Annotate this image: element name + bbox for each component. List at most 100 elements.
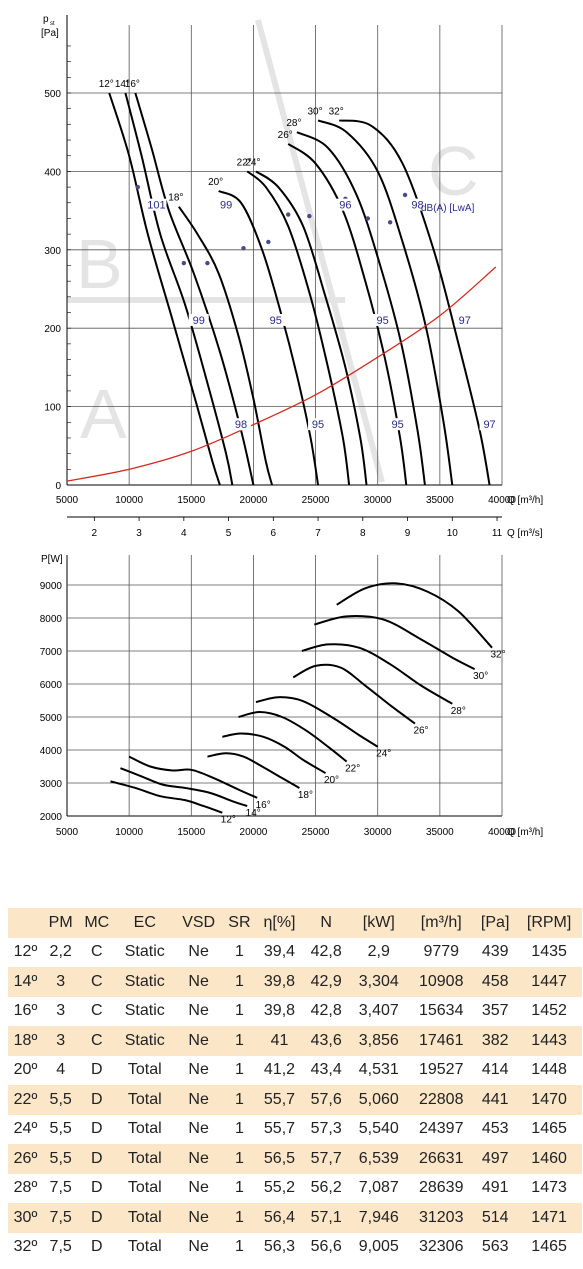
series-label: 32° bbox=[329, 106, 344, 117]
noise-label-bg bbox=[479, 418, 500, 431]
x-tick-label: 35000 bbox=[426, 495, 454, 506]
table-cell: 5,5 bbox=[49, 1120, 72, 1138]
x-tick-label: 40000 bbox=[488, 495, 516, 506]
table-cell: Total bbox=[127, 1238, 162, 1256]
table-cell: 7,5 bbox=[42, 1203, 79, 1233]
table-cell: 1471 bbox=[516, 1203, 582, 1233]
noise-marker bbox=[307, 213, 312, 219]
table-header-cell: [RPM] bbox=[516, 908, 582, 938]
table-cell: Total bbox=[115, 1085, 175, 1115]
table-cell: C bbox=[91, 1002, 103, 1020]
y-tick-label: 400 bbox=[44, 167, 61, 178]
series-label: 22° bbox=[345, 764, 360, 775]
noise-marker bbox=[241, 246, 246, 251]
table-header-cell: PM bbox=[42, 908, 79, 938]
y-tick-label: 200 bbox=[44, 324, 61, 335]
table-cell: 5,5 bbox=[42, 1085, 79, 1115]
table-cell: Ne bbox=[188, 1238, 209, 1256]
table-cell: 26º bbox=[8, 1144, 43, 1174]
table-cell: 55,7 bbox=[255, 1085, 304, 1115]
y-tick-label: 7000 bbox=[40, 647, 63, 658]
table-cell: 56,6 bbox=[310, 1238, 342, 1256]
blade-angle-curve bbox=[218, 190, 320, 486]
table-cell: Total bbox=[115, 1144, 175, 1174]
table-cell: 39,8 bbox=[263, 1002, 296, 1020]
table-row: 18º 3 C Static Ne 1 41 43,6 3,856 17461 382 1443 bbox=[8, 1026, 582, 1056]
series-label: 30° bbox=[473, 671, 488, 682]
noise-unit-label: dB(A) [LwA] bbox=[421, 203, 475, 214]
table-cell: D bbox=[91, 1120, 103, 1138]
zone-watermark bbox=[67, 19, 385, 483]
table-cell: 57,7 bbox=[303, 1144, 350, 1174]
blade-angle-curve bbox=[246, 170, 351, 486]
table-cell: 382 bbox=[474, 1026, 517, 1056]
table-row: 14º 3 C Static Ne 1 39,8 42,9 3,304 10908 458 1447 bbox=[8, 967, 582, 997]
table-cell: 56,3 bbox=[263, 1238, 296, 1256]
table-cell: 1 bbox=[234, 1002, 244, 1020]
table-cell: D bbox=[78, 1144, 116, 1174]
table-cell: 1 bbox=[222, 967, 256, 997]
series-label: 28° bbox=[286, 118, 301, 129]
noise-marker bbox=[402, 192, 408, 198]
noise-label-bg bbox=[454, 313, 475, 326]
table-cell: Total bbox=[127, 1179, 162, 1197]
noise-label: 95 bbox=[270, 315, 282, 327]
x2-axis-label: Q [m³/s] bbox=[507, 528, 543, 539]
table-row: 32º 7,5 D Total Ne 1 56,3 56,6 9,005 32306 563 1465 bbox=[8, 1233, 582, 1263]
blade-angle-curve bbox=[287, 143, 408, 486]
power-curve bbox=[301, 643, 453, 705]
table-header-row: PM MC EC VSD SR η[%] N [kW] [m³/h] [Pa] [RPM] bbox=[8, 908, 582, 938]
table-cell: D bbox=[78, 1203, 116, 1233]
series-labels: 12° 14°16° 18° 20° 22°24° 26°28° 30° 32° 101 99 96… bbox=[99, 79, 500, 431]
series-label: 22° bbox=[237, 157, 252, 168]
table-cell: D bbox=[91, 1179, 103, 1197]
table-cell: 1 bbox=[234, 1120, 244, 1138]
table-header-cell: VSD bbox=[174, 908, 223, 938]
x-tick-label: 15000 bbox=[177, 495, 205, 506]
table-row: 26º 5,5 D Total Ne 1 56,5 57,7 6,539 26631 497 1460 bbox=[8, 1144, 582, 1174]
x-tick-label: 30000 bbox=[364, 827, 392, 838]
table-cell: 20º bbox=[13, 1061, 38, 1079]
table-cell: Ne bbox=[188, 1120, 209, 1138]
y-tick-label: 4000 bbox=[40, 746, 63, 757]
table-cell: 42,8 bbox=[310, 943, 342, 961]
x-tick-label: 30000 bbox=[364, 495, 392, 506]
table-cell: 43,4 bbox=[310, 1061, 342, 1079]
table-cell: Ne bbox=[188, 943, 209, 961]
table-row: 28º 7,5 D Total Ne 1 55,2 56,2 7,087 28639 491 1473 bbox=[8, 1174, 582, 1204]
series-label: 26° bbox=[413, 726, 428, 737]
noise-label-bg bbox=[265, 313, 286, 326]
system-curve bbox=[66, 266, 497, 482]
y-axis-label: p bbox=[43, 14, 49, 25]
table-row: 22º 5,5 D Total Ne 1 55,7 57,6 5,060 22808 441 1470 bbox=[8, 1085, 582, 1115]
table-row: 24º 5,5 D Total Ne 1 55,7 57,3 5,540 24397 453 1465 bbox=[8, 1115, 582, 1145]
series-label: 18° bbox=[298, 790, 313, 801]
x-tick-label: 5000 bbox=[56, 827, 79, 838]
table-cell: 1 bbox=[222, 1026, 256, 1056]
table-cell: 30º bbox=[8, 1203, 43, 1233]
x2-tick-label: 5 bbox=[226, 528, 232, 539]
table-header-cell: SR bbox=[222, 908, 256, 938]
table-row: 12º 2,2 C Static Ne 1 39,4 42,8 2,9 9779 439 1435 bbox=[8, 938, 582, 968]
table-cell: 26631 bbox=[408, 1144, 475, 1174]
table-header-cell: N bbox=[303, 908, 350, 938]
noise-label: 95 bbox=[312, 419, 324, 431]
table-cell: C bbox=[78, 967, 116, 997]
table-cell: 1 bbox=[234, 1179, 244, 1197]
table-header-cell: [kW] bbox=[349, 908, 409, 938]
noise-label: 97 bbox=[459, 315, 471, 327]
table-cell: 28639 bbox=[418, 1179, 464, 1197]
table-cell: 441 bbox=[474, 1085, 517, 1115]
table-cell: D bbox=[91, 1238, 103, 1256]
series-label: 16° bbox=[256, 800, 271, 811]
table-cell: 42,8 bbox=[310, 1002, 342, 1020]
blade-angle-curve bbox=[255, 170, 368, 486]
table-cell: 1465 bbox=[531, 1120, 567, 1138]
series-label: 20° bbox=[324, 775, 339, 786]
noise-label: 98 bbox=[411, 200, 423, 212]
table-cell: 22808 bbox=[408, 1085, 475, 1115]
y-axis-label: P[W] bbox=[41, 554, 63, 565]
table-cell: 5,5 bbox=[42, 1144, 79, 1174]
series-label: 24° bbox=[376, 749, 391, 760]
x2-tick-label: 7 bbox=[315, 528, 321, 539]
